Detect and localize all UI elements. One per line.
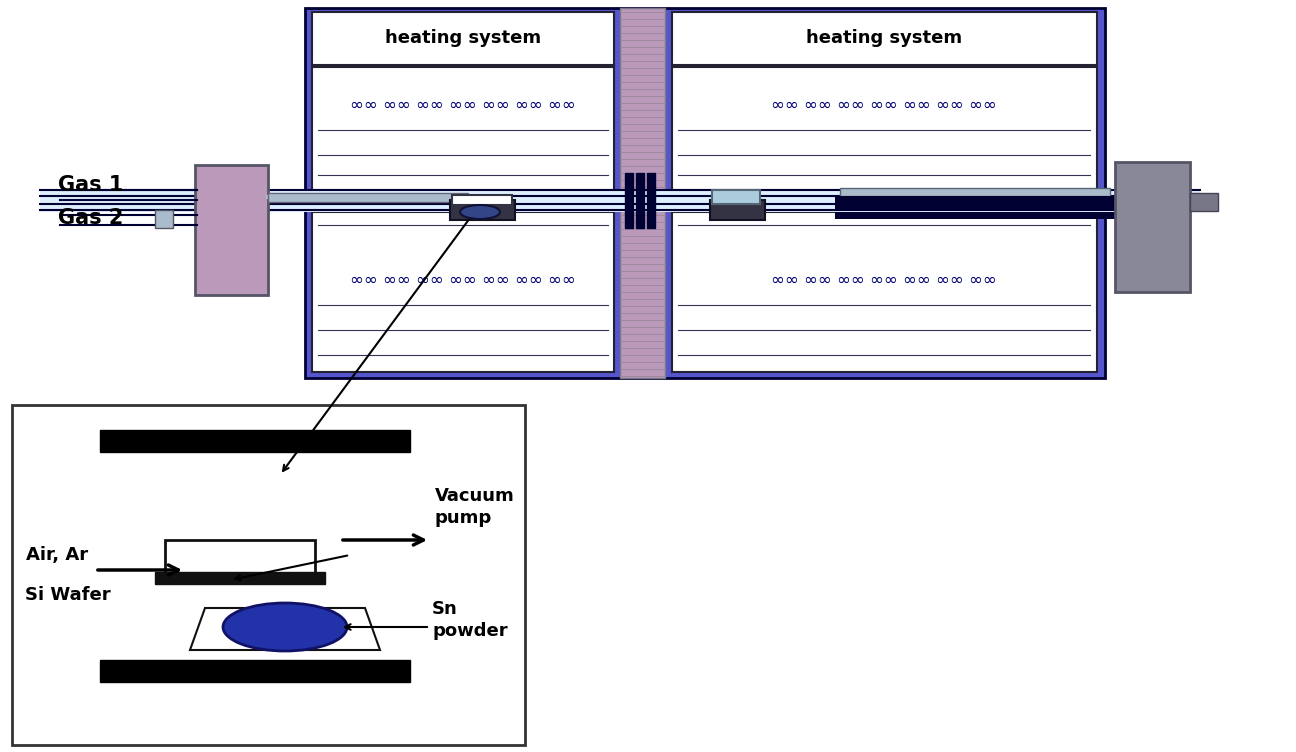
Text: Vacuum
pump: Vacuum pump: [435, 487, 515, 527]
Bar: [312, 212, 614, 372]
Text: ∞∞ ∞∞ ∞∞ ∞∞ ∞∞ ∞∞ ∞∞: ∞∞ ∞∞ ∞∞ ∞∞ ∞∞ ∞∞ ∞∞: [350, 271, 575, 289]
Bar: [636, 173, 644, 228]
Bar: [452, 195, 512, 205]
Bar: [156, 572, 325, 584]
Bar: [268, 193, 468, 202]
Bar: [100, 430, 410, 452]
Bar: [619, 8, 665, 378]
Bar: [835, 212, 1115, 219]
Text: Si Wafer: Si Wafer: [25, 586, 110, 604]
Ellipse shape: [460, 205, 500, 219]
Bar: [312, 12, 614, 65]
Bar: [625, 173, 632, 228]
Text: ∞∞ ∞∞ ∞∞ ∞∞ ∞∞ ∞∞ ∞∞: ∞∞ ∞∞ ∞∞ ∞∞ ∞∞ ∞∞ ∞∞: [771, 271, 997, 289]
Bar: [673, 12, 1096, 65]
Text: Sn
powder: Sn powder: [432, 600, 508, 640]
Bar: [40, 190, 1200, 212]
Bar: [450, 200, 515, 220]
Bar: [712, 190, 759, 204]
Text: heating system: heating system: [806, 29, 962, 47]
Bar: [1190, 193, 1218, 211]
Bar: [835, 196, 1115, 203]
Bar: [673, 212, 1096, 372]
Bar: [1115, 162, 1190, 292]
Text: heating system: heating system: [385, 29, 540, 47]
Bar: [710, 200, 765, 220]
Bar: [835, 204, 1115, 211]
Bar: [840, 188, 1109, 196]
Text: ∞∞ ∞∞ ∞∞ ∞∞ ∞∞ ∞∞ ∞∞: ∞∞ ∞∞ ∞∞ ∞∞ ∞∞ ∞∞ ∞∞: [771, 96, 997, 114]
Text: Gas 1: Gas 1: [58, 175, 123, 195]
Ellipse shape: [223, 603, 347, 651]
Bar: [156, 210, 172, 228]
Bar: [305, 8, 1105, 378]
Bar: [194, 165, 268, 295]
Bar: [647, 173, 654, 228]
Text: Air, Ar: Air, Ar: [26, 546, 88, 564]
Text: ∞∞ ∞∞ ∞∞ ∞∞ ∞∞ ∞∞ ∞∞: ∞∞ ∞∞ ∞∞ ∞∞ ∞∞ ∞∞ ∞∞: [350, 96, 575, 114]
Bar: [312, 67, 614, 190]
Bar: [100, 660, 410, 682]
Bar: [165, 540, 315, 575]
Polygon shape: [191, 608, 380, 650]
Bar: [12, 405, 525, 745]
Text: Gas 2: Gas 2: [58, 208, 123, 228]
Bar: [673, 67, 1096, 190]
